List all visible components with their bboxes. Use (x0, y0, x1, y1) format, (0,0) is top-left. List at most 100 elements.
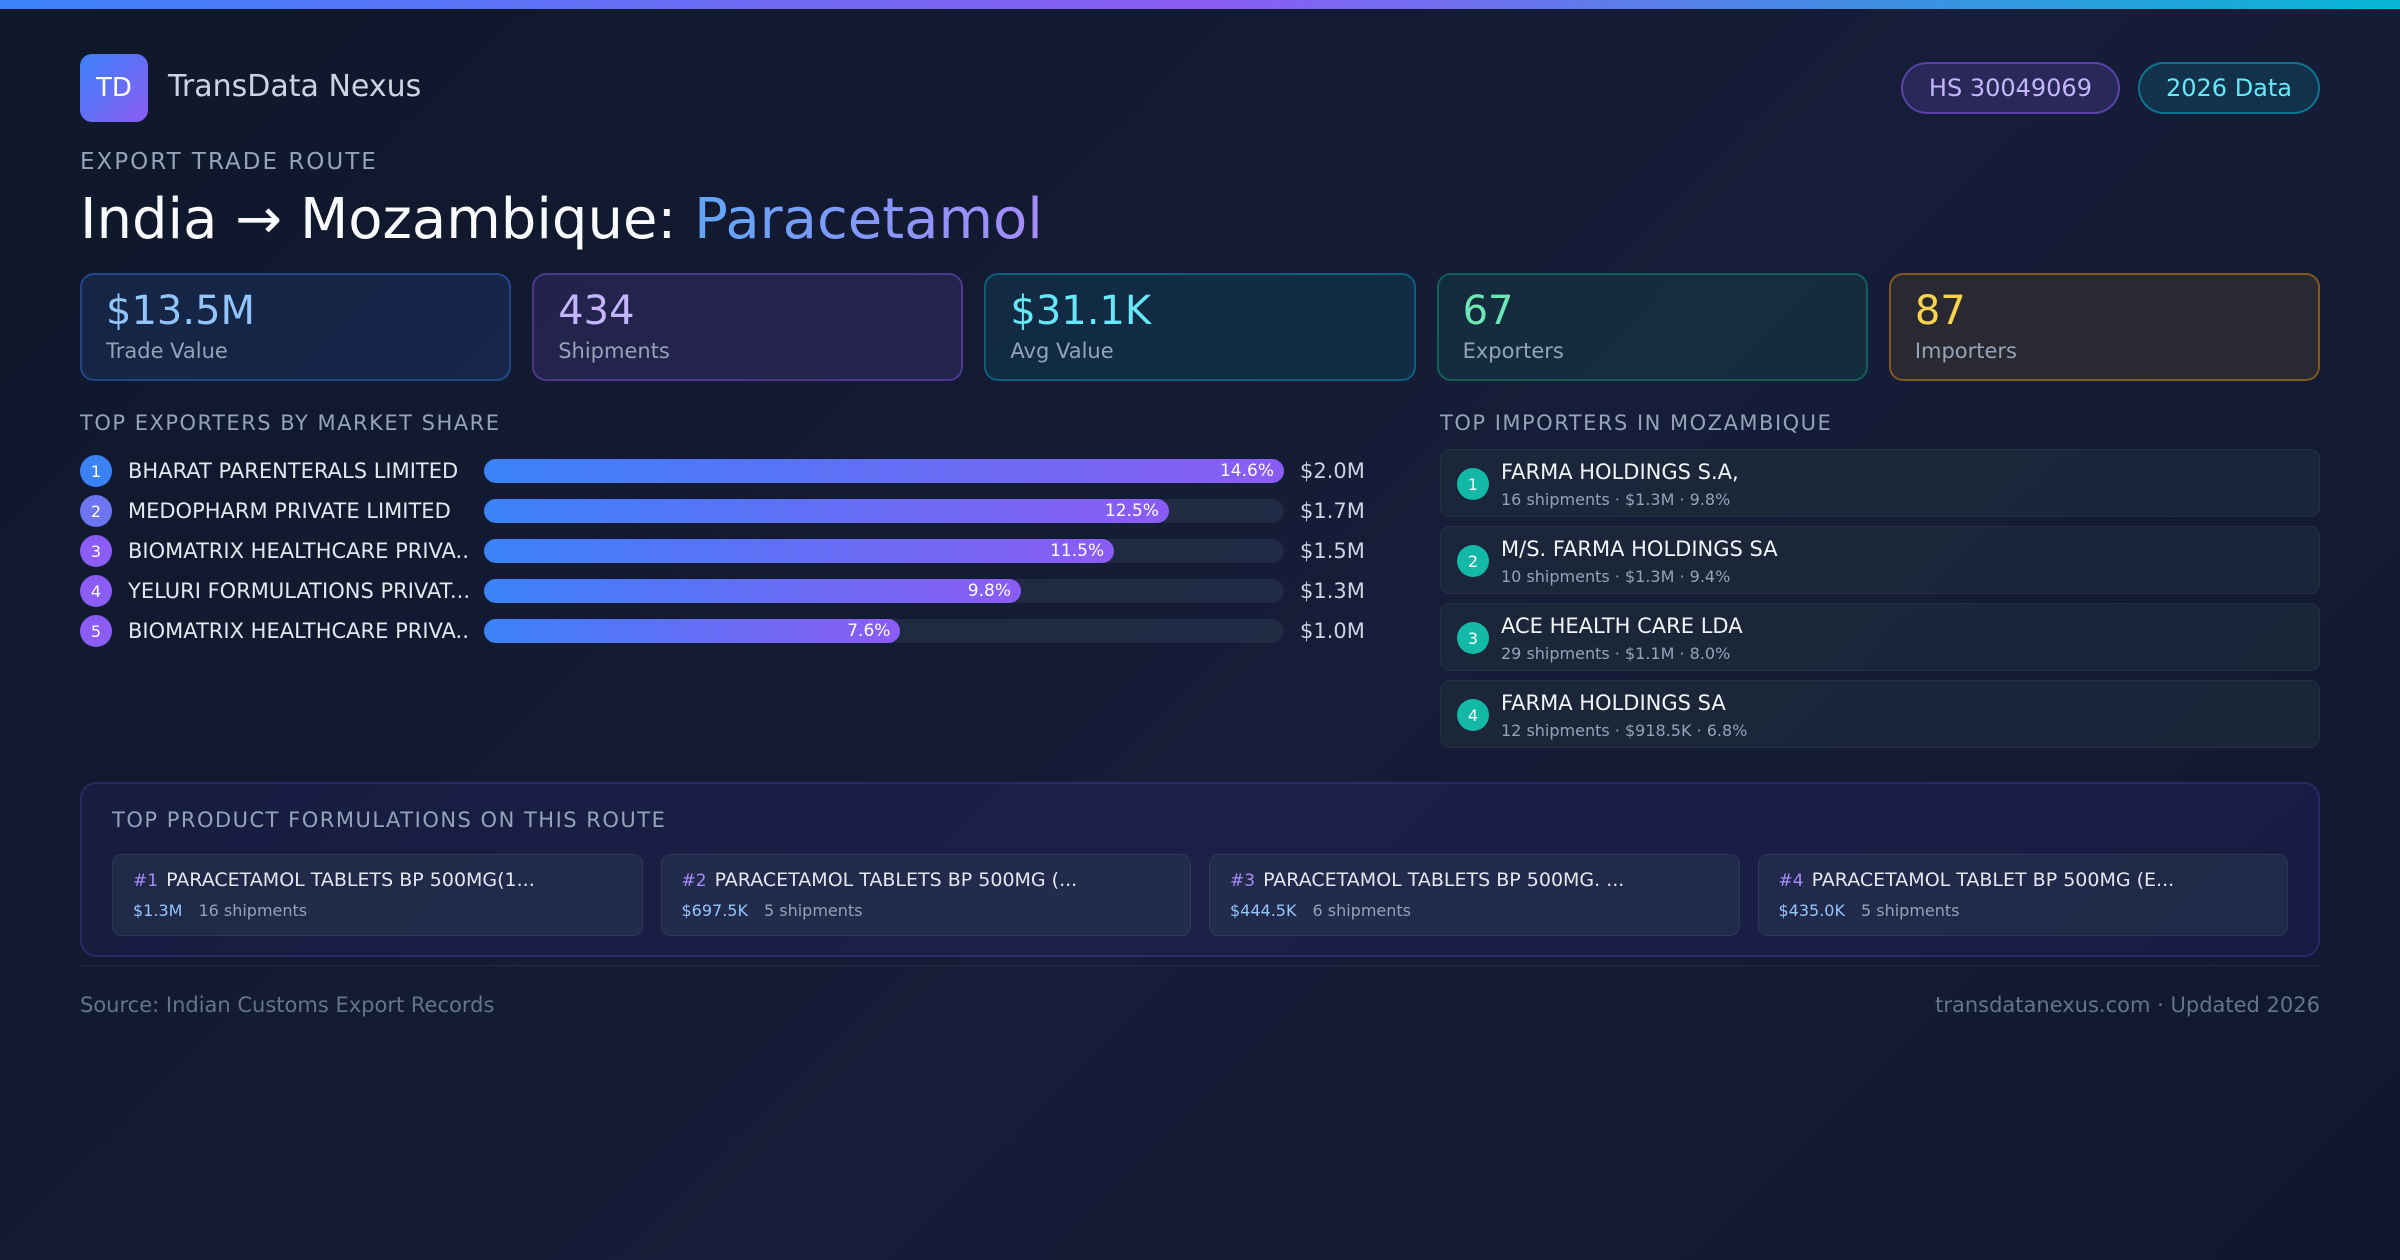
stat-card-avg-value: $31.1K Avg Value (984, 273, 1416, 381)
importer-meta: 16 shipments · $1.3M · 9.8% (1501, 490, 1731, 509)
share-bar-track: 12.5% (484, 499, 1284, 523)
stat-card-shipments: 434 Shipments (532, 273, 964, 381)
share-percent: 14.6% (1219, 461, 1274, 481)
product-value: $697.5K (681, 901, 748, 920)
product-card[interactable]: #2 PARACETAMOL TABLETS BP 500MG (... $697… (660, 854, 1191, 936)
header-badges: HS 30049069 2026 Data (1900, 62, 2320, 114)
products-grid: #1 PARACETAMOL TABLETS BP 500MG(1... $1.3… (112, 854, 2288, 936)
importer-meta: 29 shipments · $1.1M · 8.0% (1501, 644, 1731, 663)
exporter-row[interactable]: 5 BIOMATRIX HEALTHCARE PRIVA... 7.6% $1.… (80, 611, 1365, 651)
importers-title: TOP IMPORTERS IN MOZAMBIQUE (1440, 411, 1833, 435)
stat-label: Trade Value (106, 339, 228, 363)
importer-meta: 12 shipments · $918.5K · 6.8% (1501, 721, 1748, 740)
exporter-value: $1.5M (1300, 539, 1365, 563)
exporter-value: $1.3M (1300, 579, 1365, 603)
product-name: PARACETAMOL TABLET BP 500MG (E... (1811, 869, 2175, 891)
product-stats: $444.5K 6 shipments (1230, 901, 1719, 920)
footer-divider (80, 965, 2320, 966)
share-percent: 12.5% (1104, 501, 1159, 521)
top-accent-bar (0, 0, 2400, 9)
product-heading: #3 PARACETAMOL TABLETS BP 500MG. ... (1230, 869, 1719, 891)
product-rank: #3 (1230, 871, 1256, 891)
data-year-badge: 2026 Data (2137, 62, 2320, 114)
product-stats: $435.0K 5 shipments (1779, 901, 2268, 920)
importer-card[interactable]: 4 FARMA HOLDINGS SA 12 shipments · $918.… (1440, 680, 2320, 748)
share-percent: 7.6% (847, 621, 891, 641)
product-shipments: 5 shipments (1860, 901, 1960, 920)
stat-card-importers: 87 Importers (1888, 273, 2321, 381)
product-heading: #4 PARACETAMOL TABLET BP 500MG (E... (1779, 869, 2268, 891)
exporters-section: TOP EXPORTERS BY MARKET SHARE 1 BHARAT P… (80, 411, 1365, 651)
exporters-list: 1 BHARAT PARENTERALS LIMITED 14.6% $2.0M… (80, 451, 1365, 651)
exporter-name: BHARAT PARENTERALS LIMITED (128, 459, 459, 483)
importers-section: TOP IMPORTERS IN MOZAMBIQUE 1 FARMA HOLD… (1440, 411, 2320, 757)
rank-badge: 1 (1457, 468, 1489, 500)
exporter-row[interactable]: 2 MEDOPHARM PRIVATE LIMITED 12.5% $1.7M (80, 491, 1365, 531)
importer-name: FARMA HOLDINGS S.A, (1501, 460, 1739, 484)
stats-row: $13.5M Trade Value 434 Shipments $31.1K … (80, 273, 2321, 381)
product-name: PARACETAMOL TABLETS BP 500MG(1... (166, 869, 535, 891)
exporter-row[interactable]: 1 BHARAT PARENTERALS LIMITED 14.6% $2.0M (80, 451, 1365, 491)
products-section: TOP PRODUCT FORMULATIONS ON THIS ROUTE #… (80, 782, 2320, 957)
product-name: PARACETAMOL TABLETS BP 500MG. ... (1263, 869, 1625, 891)
share-bar-fill: 9.8% (484, 579, 1021, 603)
product-rank: #2 (681, 871, 707, 891)
product-shipments: 5 shipments (763, 901, 863, 920)
share-bar-fill: 14.6% (484, 459, 1284, 483)
product-rank: #1 (133, 871, 159, 891)
footer-source: Source: Indian Customs Export Records (80, 993, 495, 1017)
exporter-name: MEDOPHARM PRIVATE LIMITED (128, 499, 451, 523)
products-title: TOP PRODUCT FORMULATIONS ON THIS ROUTE (112, 808, 667, 832)
exporters-title: TOP EXPORTERS BY MARKET SHARE (80, 411, 501, 435)
share-percent: 11.5% (1050, 541, 1105, 561)
rank-badge: 3 (80, 535, 112, 567)
stat-label: Exporters (1462, 339, 1564, 363)
product-heading: #1 PARACETAMOL TABLETS BP 500MG(1... (133, 869, 622, 891)
hs-code-badge: HS 30049069 (1900, 62, 2120, 114)
exporter-value: $2.0M (1300, 459, 1365, 483)
importer-card[interactable]: 3 ACE HEALTH CARE LDA 29 shipments · $1.… (1440, 603, 2320, 671)
stat-value: 434 (558, 288, 635, 334)
product-shipments: 16 shipments (198, 901, 308, 920)
product-card[interactable]: #4 PARACETAMOL TABLET BP 500MG (E... $435… (1757, 854, 2288, 936)
product-name: PARACETAMOL TABLETS BP 500MG (... (714, 869, 1078, 891)
exporter-value: $1.7M (1300, 499, 1365, 523)
product-stats: $1.3M 16 shipments (133, 901, 622, 920)
importer-name: M/S. FARMA HOLDINGS SA (1501, 537, 1778, 561)
product-value: $1.3M (133, 901, 183, 920)
importer-card[interactable]: 1 FARMA HOLDINGS S.A, 16 shipments · $1.… (1440, 449, 2320, 517)
rank-badge: 4 (80, 575, 112, 607)
header: TD TransData Nexus HS 30049069 2026 Data… (80, 9, 2320, 252)
route-title: India → Mozambique: (80, 187, 695, 252)
product-stats: $697.5K 5 shipments (682, 901, 1171, 920)
stat-value: 67 (1462, 288, 1514, 334)
product-name: Paracetamol (694, 187, 1043, 252)
footer-site-link[interactable]: transdatanexus.com · Updated 2026 (1935, 993, 2320, 1017)
product-heading: #2 PARACETAMOL TABLETS BP 500MG (... (682, 869, 1171, 891)
importer-card[interactable]: 2 M/S. FARMA HOLDINGS SA 10 shipments · … (1440, 526, 2320, 594)
product-shipments: 6 shipments (1312, 901, 1412, 920)
exporter-row[interactable]: 3 BIOMATRIX HEALTHCARE PRIVA... 11.5% $1… (80, 531, 1365, 571)
product-rank: #4 (1778, 871, 1804, 891)
rank-badge: 5 (80, 615, 112, 647)
product-value: $444.5K (1230, 901, 1297, 920)
rank-badge: 2 (80, 495, 112, 527)
exporter-value: $1.0M (1300, 619, 1365, 643)
stat-value: $13.5M (106, 288, 256, 334)
product-card[interactable]: #1 PARACETAMOL TABLETS BP 500MG(1... $1.3… (112, 854, 643, 936)
stat-value: $31.1K (1010, 288, 1152, 334)
share-percent: 9.8% (967, 581, 1011, 601)
importers-list: 1 FARMA HOLDINGS S.A, 16 shipments · $1.… (1440, 449, 2320, 748)
route-eyebrow: EXPORT TRADE ROUTE (80, 149, 378, 175)
rank-badge: 3 (1457, 622, 1489, 654)
share-bar-track: 9.8% (484, 579, 1284, 603)
product-card[interactable]: #3 PARACETAMOL TABLETS BP 500MG. ... $444… (1209, 854, 1740, 936)
dashboard: TD TransData Nexus HS 30049069 2026 Data… (80, 9, 2321, 1017)
stat-label: Importers (1914, 339, 2018, 363)
exporter-row[interactable]: 4 YELURI FORMULATIONS PRIVAT... 9.8% $1.… (80, 571, 1365, 611)
share-bar-fill: 7.6% (484, 619, 901, 643)
product-value: $435.0K (1778, 901, 1845, 920)
stat-label: Shipments (558, 339, 670, 363)
stat-label: Avg Value (1010, 339, 1114, 363)
importer-name: FARMA HOLDINGS SA (1501, 691, 1726, 715)
